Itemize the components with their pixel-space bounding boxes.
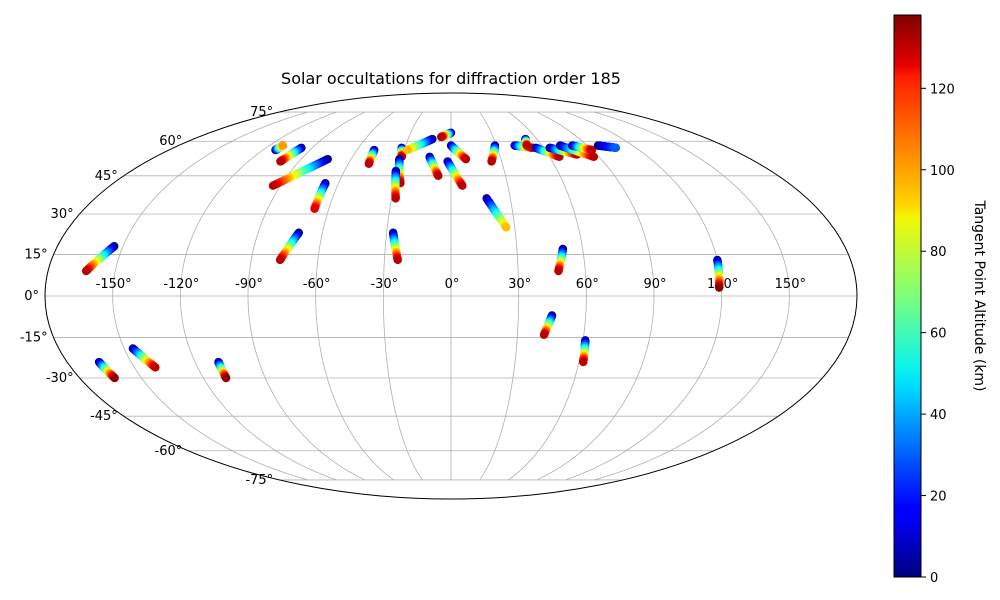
occultation-point — [458, 181, 467, 190]
occultation-point — [587, 145, 597, 155]
x-tick-label: -150° — [96, 277, 132, 292]
occultation-point — [151, 363, 160, 372]
occultation-point — [501, 223, 511, 232]
occultation-point — [579, 357, 588, 367]
colorbar-tick-label: 0 — [930, 571, 938, 586]
x-tick-label: 150° — [775, 277, 806, 292]
occultation-point — [522, 141, 531, 150]
y-tick-label: -60° — [155, 444, 183, 459]
x-tick-label: 0° — [445, 277, 460, 292]
y-tick-label: 15° — [25, 247, 48, 262]
x-tick-label: -90° — [235, 277, 263, 292]
y-tick-label: 60° — [159, 134, 182, 149]
y-tick-label: -15° — [20, 331, 48, 346]
gridlines — [45, 111, 857, 481]
colorbar-label: Tangent Point Altitude (km) — [971, 199, 987, 391]
y-tick-label: 45° — [95, 169, 118, 184]
y-tick-label: 75° — [250, 105, 273, 120]
occultation-point — [402, 145, 412, 155]
occultation-point — [436, 132, 446, 142]
y-tick-label: -30° — [46, 371, 74, 386]
y-tick-label: 30° — [51, 207, 74, 222]
colorbar-tick-label: 60 — [930, 327, 947, 342]
x-tick-label: -120° — [163, 277, 199, 292]
occultation-point — [391, 194, 400, 203]
y-tick-labels: -75° -60° -45° -30° -15° 0° 15° 30° 45° 60° 75° — [20, 105, 273, 488]
colorbar-tick-label: 120 — [930, 82, 955, 97]
colorbar-tick-label: 40 — [930, 408, 947, 423]
chart-title: Solar occultations for diffraction order… — [281, 69, 621, 88]
colorbar-tick-label: 80 — [930, 245, 947, 260]
x-tick-label: -60° — [303, 277, 331, 292]
x-tick-label: -30° — [370, 277, 398, 292]
occultation-point — [81, 266, 91, 276]
occultation-point — [539, 330, 549, 340]
occultation-point — [554, 266, 563, 276]
occultation-point — [110, 373, 119, 383]
y-tick-label: -45° — [90, 409, 118, 424]
map-boundary — [44, 92, 858, 500]
occultation-point — [434, 171, 443, 181]
colorbar-gradient — [893, 14, 922, 578]
occultation-point — [611, 143, 621, 152]
x-tick-label: 90° — [643, 277, 666, 292]
x-tick-label: 30° — [508, 277, 531, 292]
occultation-point — [393, 255, 402, 265]
y-tick-label: -75° — [245, 473, 273, 488]
occultation-point — [310, 204, 319, 213]
colorbar-tick-label: 100 — [930, 164, 955, 179]
occultation-point — [276, 157, 285, 166]
occultation-point — [364, 159, 374, 169]
occultation-point — [275, 255, 285, 265]
y-tick-label: 0° — [24, 289, 39, 304]
colorbar-tick-label: 20 — [930, 490, 947, 505]
colorbar: 0 20 40 60 80 100 120 Tangent Point Altitude (… — [893, 14, 987, 586]
x-tick-label: 60° — [576, 277, 599, 292]
occultation-point — [487, 157, 496, 166]
map-axes: -150°-120°-90°-60°-30°0°30°60°90°120°150… — [20, 92, 858, 500]
colorbar-ticks: 0 20 40 60 80 100 120 — [921, 82, 955, 586]
occultation-point — [268, 181, 278, 190]
occultation-points — [81, 128, 724, 383]
occultation-point — [461, 154, 471, 164]
occultation-point — [589, 152, 599, 162]
occultation-point — [714, 283, 724, 292]
occultation-point — [278, 141, 288, 150]
x-tick-labels: -150°-120°-90°-60°-30°0°30°60°90°120°150… — [96, 277, 806, 292]
occultation-point — [221, 373, 231, 383]
